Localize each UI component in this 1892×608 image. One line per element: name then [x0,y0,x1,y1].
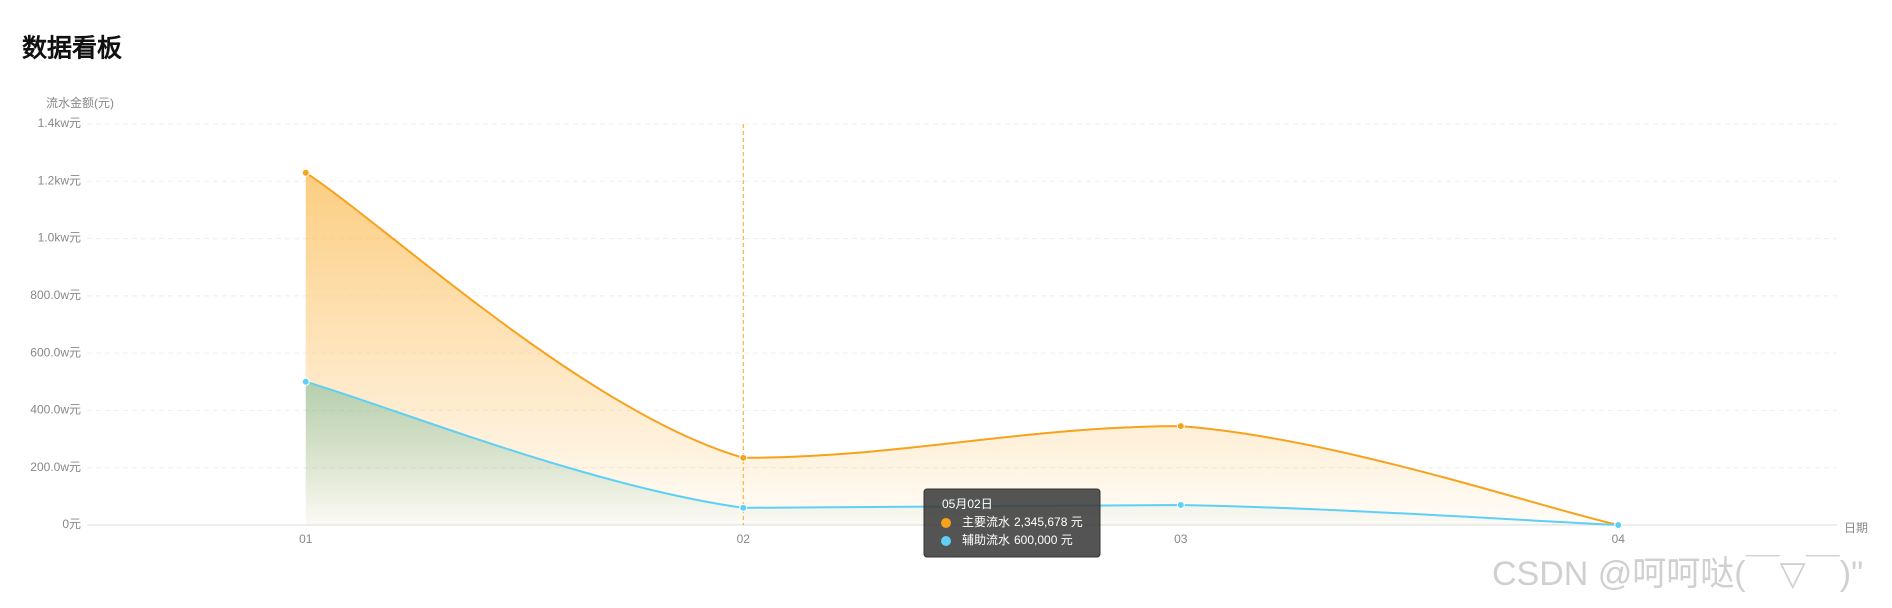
tooltip-marker [941,518,951,528]
point [1176,500,1185,509]
point [739,453,748,462]
tooltip-name: 辅助流水 [962,533,1010,547]
tooltip-title: 05月02日 [942,497,993,511]
x-tick-label: 02 [737,532,751,546]
tooltip-box [923,488,1101,558]
plot: 0元 200.0w元 400.0w元 600.0w元 800.0w元 1.0kw元 1.2k… [30,116,1837,558]
tooltip-value: 2,345,678 元 [1014,515,1083,529]
x-axis-label: 日期 [1844,521,1868,535]
x-tick-label: 01 [299,532,313,546]
y-tick-label: 0元 [62,517,81,531]
watermark: CSDN @呵呵哒(￣▽￣)" [1492,554,1863,593]
y-tick-label: 1.4kw元 [38,116,81,130]
area [305,172,1619,525]
y-tick-label: 1.2kw元 [38,173,81,187]
point [301,168,310,177]
y-tick-label: 1.0kw元 [38,231,81,245]
point [301,377,310,386]
y-tick-label: 800.0w元 [30,288,81,302]
tooltip-name: 主要流水 [962,515,1010,529]
y-tick-label: 200.0w元 [30,460,81,474]
tooltip-marker [941,536,951,546]
y-tick-label: 400.0w元 [30,403,81,417]
x-tick-label: 04 [1612,532,1626,546]
line [305,171,1619,526]
point [739,503,748,512]
point [1614,521,1623,529]
page-title: 数据看板 [22,35,122,63]
tooltip-value: 600,000 元 [1014,533,1073,547]
y-axis-label: 流水金额(元) [46,95,114,110]
area [305,381,1619,525]
point [1176,422,1185,431]
y-tick-label: 600.0w元 [30,345,81,359]
x-tick-label: 03 [1174,532,1188,546]
